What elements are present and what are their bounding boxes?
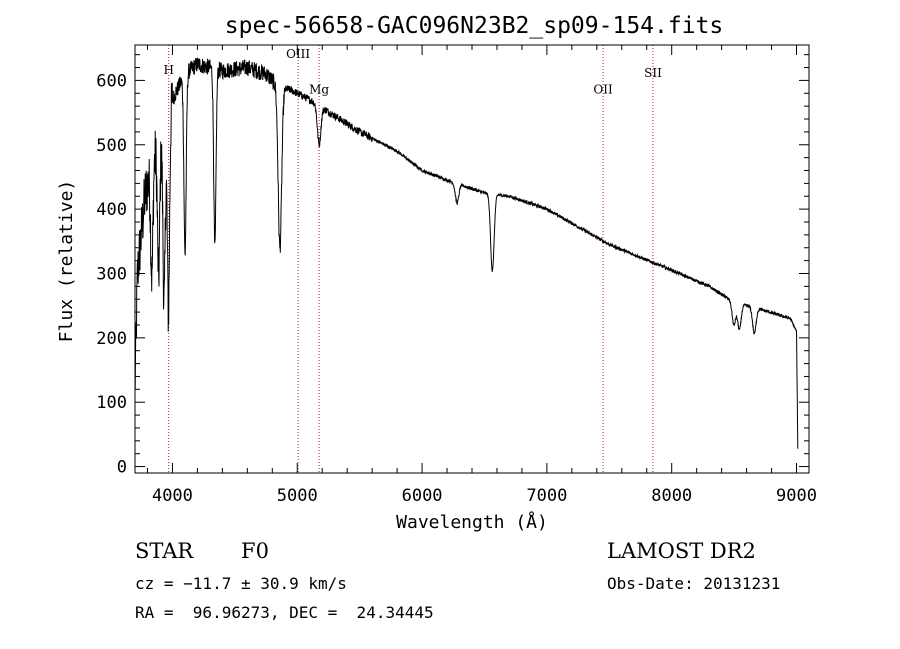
y-axis: 0 100 200 300 400 500 600 xyxy=(96,54,809,478)
plot-frame xyxy=(134,44,810,474)
marker-lines: H OIII Mg OII SII xyxy=(163,45,662,473)
chart-title: spec-56658-GAC096N23B2_sp09-154.fits xyxy=(225,13,724,39)
marker-label: Mg xyxy=(309,82,329,96)
redshift-text: cz = −11.7 ± 30.9 km/s xyxy=(135,574,347,593)
y-tick-label: 400 xyxy=(96,200,127,220)
marker-label: SII xyxy=(644,66,662,80)
y-tick-label: 300 xyxy=(96,264,127,284)
subclass-label: F0 xyxy=(241,539,269,563)
x-tick-label: 9000 xyxy=(776,486,817,506)
x-axis-label: Wavelength (Å) xyxy=(396,511,548,533)
y-tick-label: 0 xyxy=(117,458,127,478)
marker-label: H xyxy=(163,63,173,77)
x-axis: 4000 5000 6000 7000 8000 9000 xyxy=(146,45,817,506)
x-tick-label: 4000 xyxy=(152,486,193,506)
x-tick-label: 5000 xyxy=(277,486,318,506)
obs-date-text: Obs-Date: 20131231 xyxy=(607,574,781,593)
x-tick-label: 7000 xyxy=(526,486,567,506)
x-tick-label: 6000 xyxy=(402,486,443,506)
y-tick-label: 200 xyxy=(96,329,127,349)
coords-text: RA = 96.96273, DEC = 24.34445 xyxy=(135,603,434,622)
y-tick-label: 600 xyxy=(96,71,127,91)
y-tick-label: 500 xyxy=(96,136,127,156)
marker-label: OIII xyxy=(286,47,310,61)
marker-label: OII xyxy=(593,82,613,96)
spectrum-line xyxy=(134,57,799,449)
class-label: STAR xyxy=(135,539,194,563)
y-tick-label: 100 xyxy=(96,393,127,413)
x-tick-label: 8000 xyxy=(651,486,692,506)
y-axis-label: Flux (relative) xyxy=(56,180,77,343)
survey-label: LAMOST DR2 xyxy=(607,539,756,563)
